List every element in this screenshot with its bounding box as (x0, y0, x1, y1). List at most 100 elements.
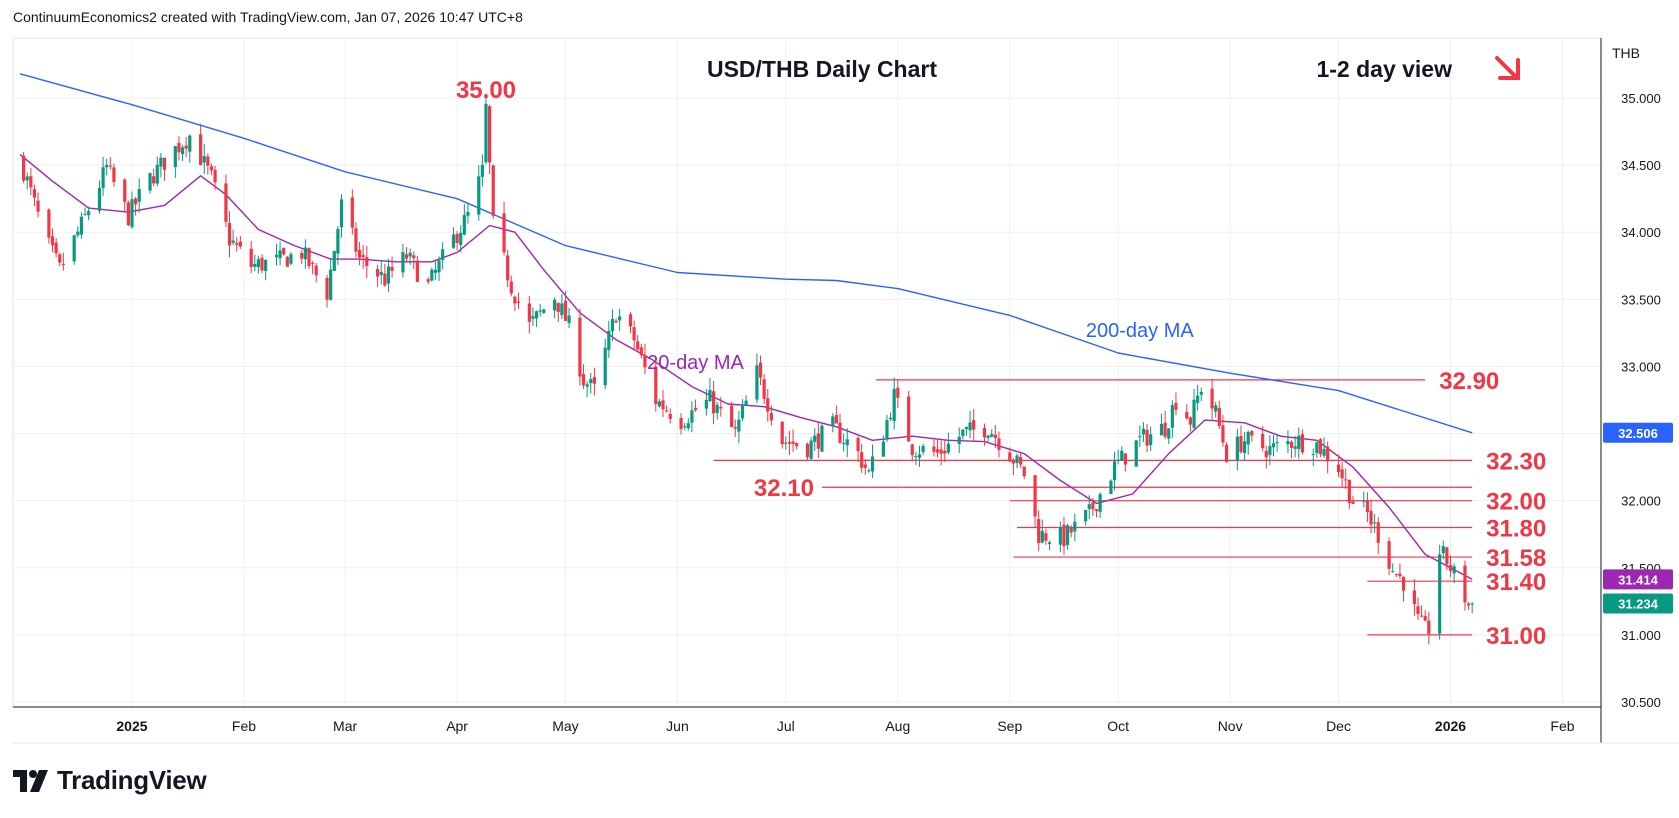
candle-up (1315, 441, 1319, 459)
candle-down (834, 405, 838, 424)
candle-body (831, 416, 835, 426)
candle-body (1391, 571, 1395, 573)
candle-up (1373, 513, 1377, 533)
candle-body (1448, 565, 1453, 571)
candle-body (870, 456, 875, 472)
candle-down (592, 367, 596, 396)
candle-down (661, 389, 665, 418)
price-badge-label: 31.414 (1618, 572, 1659, 587)
x-tick-label: Sep (997, 718, 1022, 734)
candle-body (813, 435, 817, 442)
candle-body (1311, 453, 1315, 455)
candle-body (97, 187, 102, 211)
candle-body (907, 396, 911, 442)
candle-up (188, 134, 192, 163)
candle-body (1224, 444, 1229, 462)
candle-body (1246, 431, 1250, 445)
candle-down (206, 153, 210, 175)
candle-body (202, 155, 206, 163)
candle-up (820, 423, 824, 453)
candle-up (744, 395, 748, 406)
candle-body (816, 433, 820, 449)
candle-down (1376, 517, 1380, 555)
candle-body (1362, 500, 1366, 502)
candle-body (1445, 547, 1449, 565)
candle-up (1159, 413, 1164, 436)
candle-up (990, 429, 994, 438)
candle-down (1163, 410, 1167, 440)
price-chart[interactable]: 35.00034.50034.00033.50033.00032.50032.0… (0, 0, 1679, 760)
candle-up (1362, 491, 1366, 508)
candle-down (1091, 498, 1095, 516)
candle-body (311, 262, 315, 264)
tradingview-logo[interactable]: TradingView (13, 765, 207, 796)
candle-down (238, 235, 242, 249)
candle-body (332, 250, 336, 271)
candle-down (1185, 404, 1189, 420)
candle-up (1268, 435, 1272, 466)
candle-up (1297, 427, 1301, 459)
candle-body (206, 156, 210, 166)
x-tick-label: Jun (666, 718, 689, 734)
level-label: 32.30 (1486, 448, 1546, 475)
candle-body (603, 347, 607, 386)
candle-body (1347, 480, 1351, 504)
candle-down (1340, 461, 1344, 487)
candle-down (54, 238, 58, 258)
candle-body (173, 146, 177, 168)
annotation-label: 20-day MA (647, 352, 744, 374)
candle-down (361, 244, 365, 269)
candle-down (108, 157, 112, 170)
candle-up (1246, 430, 1250, 455)
candle-down (972, 408, 976, 441)
candle-up (159, 153, 163, 178)
candle-up (408, 248, 412, 265)
candle-body (1387, 541, 1391, 569)
candle-down (184, 137, 188, 158)
candle-body (1170, 405, 1174, 428)
candle-up (480, 154, 484, 187)
candle-up (1167, 427, 1171, 445)
candle-body (404, 254, 409, 259)
candle-body (917, 454, 922, 458)
candle-up (1084, 509, 1088, 526)
candle-up (1141, 422, 1146, 443)
candle-up (560, 294, 564, 319)
candle-body (986, 435, 990, 438)
candle-down (733, 419, 737, 437)
candle-body (1373, 522, 1377, 524)
candle-body (1300, 434, 1304, 453)
candle-body (578, 317, 582, 377)
candle-body (274, 254, 279, 258)
candle-body (730, 405, 734, 428)
candle-body (238, 241, 242, 247)
candle-body (1134, 440, 1138, 467)
candle-body (307, 248, 311, 267)
candle-up (531, 307, 535, 327)
candle-up (1271, 434, 1276, 457)
candle-body (249, 248, 253, 267)
candle-up (1134, 440, 1138, 468)
candle-down (943, 439, 947, 463)
candle-body (932, 446, 936, 452)
candle-down (766, 388, 770, 422)
candle-body (1123, 453, 1127, 465)
candle-body (488, 106, 492, 163)
candle-up (101, 156, 105, 196)
candle-body (845, 439, 849, 446)
candle-body (516, 301, 521, 303)
candle-body (256, 259, 261, 268)
candle-down (235, 237, 239, 252)
candle-down (993, 424, 997, 448)
candle-body (614, 320, 618, 323)
candle-body (1239, 435, 1243, 453)
candle-body (534, 311, 539, 319)
candle-down (787, 431, 792, 456)
candle-down (506, 249, 510, 288)
candle-body (1159, 423, 1164, 436)
candle-up (534, 310, 539, 328)
candle-body (1261, 433, 1265, 449)
candle-up (917, 445, 922, 467)
candle-body (199, 134, 203, 165)
candle-up (274, 243, 279, 266)
